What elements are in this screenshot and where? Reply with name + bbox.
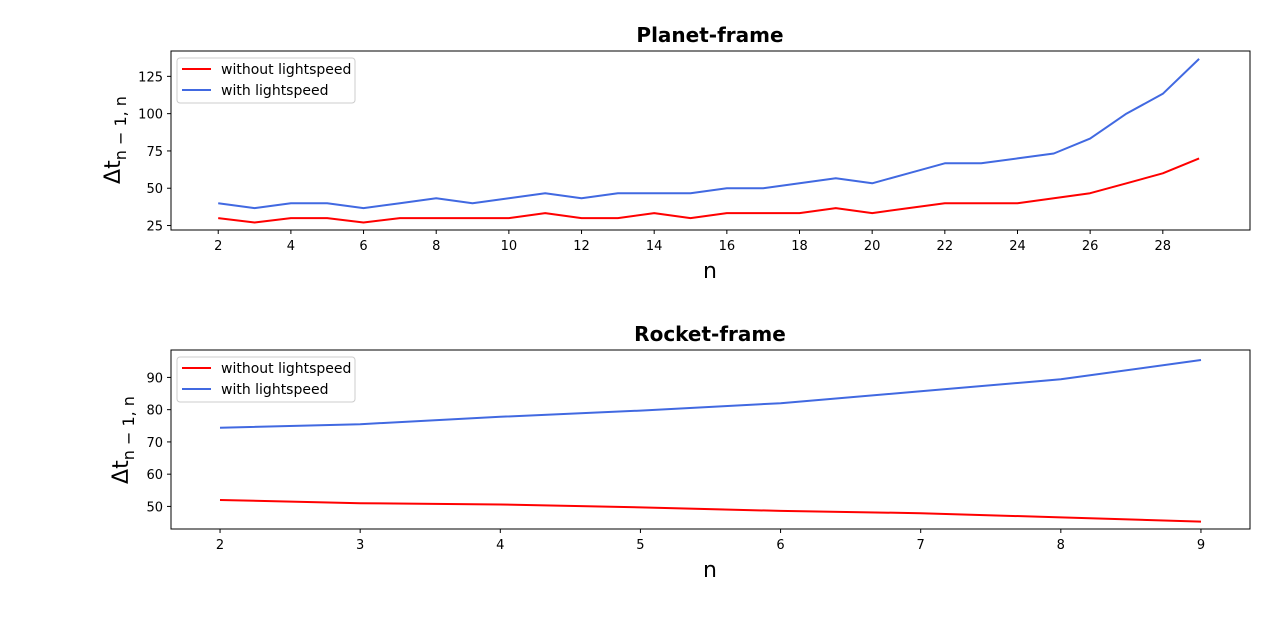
y-axis-label-subscript: n − 1, n xyxy=(111,96,130,160)
legend: without lightspeed with lightspeed xyxy=(176,57,356,104)
y-axis-label-main: Δt xyxy=(109,460,134,484)
x-tick-label: 10 xyxy=(501,239,518,254)
y-tick-label: 25 xyxy=(146,220,163,235)
y-tick-label: 70 xyxy=(146,436,163,451)
y-tick-label: 125 xyxy=(138,70,163,85)
x-axis-label: n xyxy=(703,259,717,284)
chart-rocket-frame: Rocket-frame n Δtn − 1, n 2 3 4 5 6 7 8 9 50 60 70… xyxy=(109,322,1251,583)
x-tick-label: 12 xyxy=(573,239,590,254)
y-axis-label: Δtn − 1, n xyxy=(101,96,130,184)
legend-box xyxy=(176,57,356,104)
series-line-with-lightspeed xyxy=(218,58,1200,210)
x-tick-label: 5 xyxy=(636,538,644,553)
x-tick-label: 14 xyxy=(646,239,663,254)
series-line-without-lightspeed xyxy=(219,499,1202,523)
legend-box xyxy=(176,356,356,403)
x-tick-label: 3 xyxy=(356,538,364,553)
x-tick-label: 28 xyxy=(1155,239,1172,254)
series-line-without-lightspeed xyxy=(218,157,1200,224)
legend-label: with lightspeed xyxy=(221,83,328,99)
x-tick-label: 26 xyxy=(1082,239,1099,254)
x-tick-label: 18 xyxy=(791,239,808,254)
x-tick-label: 16 xyxy=(719,239,736,254)
legend-label: without lightspeed xyxy=(221,62,351,78)
series-line-with-lightspeed xyxy=(219,359,1202,429)
x-tick-label: 6 xyxy=(776,538,784,553)
y-tick-label: 75 xyxy=(146,145,163,160)
axes-frame xyxy=(170,349,1251,530)
x-tick-label: 2 xyxy=(216,538,224,553)
x-tick-label: 6 xyxy=(359,239,367,254)
x-tick-label: 2 xyxy=(214,239,222,254)
legend-label: without lightspeed xyxy=(221,361,351,377)
chart-planet-frame: Planet-frame n Δtn − 1, n 2 4 6 8 10 12 14 16 18… xyxy=(101,23,1251,284)
x-tick-label: 8 xyxy=(432,239,440,254)
x-axis-label: n xyxy=(703,558,717,583)
y-axis-label: Δtn − 1, n xyxy=(109,396,138,484)
legend-label: with lightspeed xyxy=(221,382,328,398)
y-axis-label-subscript: n − 1, n xyxy=(119,396,138,460)
chart-title: Rocket-frame xyxy=(634,322,786,346)
x-tick-label: 24 xyxy=(1009,239,1026,254)
x-tick-label: 9 xyxy=(1197,538,1205,553)
y-tick-label: 60 xyxy=(146,468,163,483)
y-tick-label: 50 xyxy=(146,182,163,197)
y-axis-label-main: Δt xyxy=(101,160,126,184)
y-tick-label: 80 xyxy=(146,404,163,419)
x-tick-label: 4 xyxy=(287,239,295,254)
x-tick-label: 4 xyxy=(496,538,504,553)
legend: without lightspeed with lightspeed xyxy=(176,356,356,403)
x-tick-label: 7 xyxy=(917,538,925,553)
x-tick-label: 8 xyxy=(1057,538,1065,553)
y-tick-label: 100 xyxy=(138,108,163,123)
y-tick-label: 90 xyxy=(146,371,163,386)
chart-title: Planet-frame xyxy=(636,23,783,47)
x-tick-label: 22 xyxy=(937,239,954,254)
x-tick-label: 20 xyxy=(864,239,881,254)
y-tick-label: 50 xyxy=(146,500,163,515)
axes-frame xyxy=(170,50,1251,231)
